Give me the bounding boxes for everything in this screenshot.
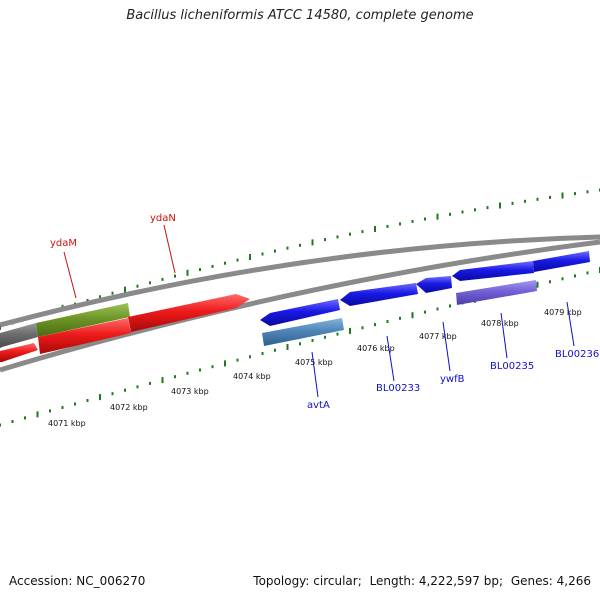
gene-feature-red-2[interactable]: [38, 318, 131, 354]
leader-BL00235: [500, 312, 508, 359]
gene-label-BL00233[interactable]: BL00233: [376, 383, 420, 394]
leader-BL00236: [566, 301, 575, 347]
gene-feature-grey[interactable]: [0, 323, 38, 348]
scale-label: 4073 kbp: [171, 387, 209, 396]
accession-value: NC_006270: [76, 574, 146, 588]
scale-label: 4076 kbp: [357, 344, 395, 353]
gene-labels: ydaM ydaN avtA BL00233 ywfB BL00235 BL00…: [50, 213, 599, 411]
genome-title: Bacillus licheniformis ATCC 14580, compl…: [126, 8, 474, 23]
gene-feature-BL00235[interactable]: [452, 261, 534, 281]
gene-label-avtA[interactable]: avtA: [307, 400, 330, 411]
gene-label-ydaM[interactable]: ydaM: [50, 238, 77, 249]
gene-feature-BL00233[interactable]: [340, 283, 418, 306]
scale-label: 4078 kbp: [481, 319, 519, 328]
gene-feature-red-1[interactable]: [0, 343, 38, 362]
label-leaders: [63, 224, 575, 398]
gene-label-BL00235[interactable]: BL00235: [490, 361, 534, 372]
length-value: 4,222,597 bp;: [418, 574, 504, 588]
leader-avtA: [311, 351, 319, 398]
gene-feature-ydaN[interactable]: [128, 294, 250, 332]
feature-track: [0, 251, 590, 362]
backbone-inner: [0, 239, 600, 373]
gene-label-BL00236[interactable]: BL00236: [555, 349, 599, 360]
scale-label: 4079 kbp: [544, 308, 582, 317]
gene-feature-BL00235-lav[interactable]: [456, 280, 537, 305]
gene-label-ydaN[interactable]: ydaN: [150, 213, 176, 224]
accession-info: Accession: NC_006270: [9, 574, 145, 588]
scale-label: 4074 kbp: [233, 372, 271, 381]
gene-feature-ywfB[interactable]: [416, 276, 452, 293]
genes-label: Genes:: [510, 574, 553, 588]
scale-label: 4071 kbp: [48, 419, 86, 428]
backbone-outer: [0, 234, 600, 328]
genes-value: 4,266: [556, 574, 591, 588]
genome-stats: Topology: circular; Length: 4,222,597 bp…: [253, 574, 591, 588]
gene-feature-avtA-steel[interactable]: [262, 318, 344, 346]
gene-label-ywfB[interactable]: ywfB: [440, 374, 465, 385]
accession-label: Accession:: [9, 574, 73, 588]
length-label: Length:: [369, 574, 416, 588]
gene-feature-ydaM[interactable]: [36, 303, 130, 337]
topology-value: circular;: [313, 574, 362, 588]
scale-label: 4072 kbp: [110, 403, 148, 412]
gene-feature-BL00236[interactable]: [533, 251, 590, 272]
gene-feature-avtA[interactable]: [260, 299, 340, 326]
scale-label: 4077 kbp: [419, 332, 457, 341]
leader-ydaN: [163, 224, 176, 274]
leader-ywfB: [442, 321, 451, 372]
leader-ydaM: [63, 251, 77, 299]
leader-BL00233: [386, 335, 395, 382]
topology-label: Topology:: [253, 574, 310, 588]
